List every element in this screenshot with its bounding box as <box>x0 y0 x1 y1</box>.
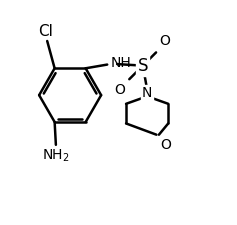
Text: N: N <box>142 86 152 100</box>
Text: NH$_2$: NH$_2$ <box>42 148 70 164</box>
Text: O: O <box>159 34 170 48</box>
Text: Cl: Cl <box>39 24 53 39</box>
Text: O: O <box>160 138 171 152</box>
Text: S: S <box>137 57 148 75</box>
Text: NH: NH <box>110 56 131 70</box>
Text: O: O <box>114 83 125 97</box>
